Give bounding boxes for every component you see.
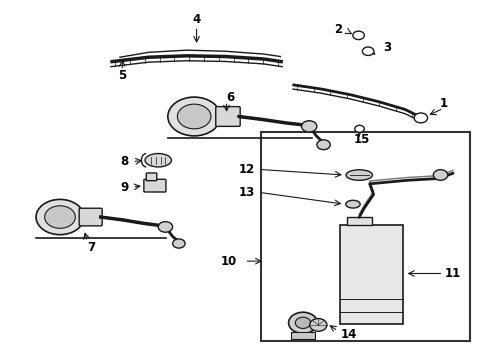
Text: 15: 15 xyxy=(353,133,369,146)
Circle shape xyxy=(36,199,84,235)
Circle shape xyxy=(432,170,447,180)
Text: 12: 12 xyxy=(238,163,255,176)
Text: 13: 13 xyxy=(238,186,255,199)
Bar xyxy=(290,332,314,339)
FancyBboxPatch shape xyxy=(215,107,240,126)
Circle shape xyxy=(354,125,364,132)
Bar xyxy=(261,132,469,341)
Circle shape xyxy=(309,319,326,331)
Text: 5: 5 xyxy=(118,69,126,82)
Circle shape xyxy=(362,47,373,55)
Circle shape xyxy=(44,206,75,228)
Text: 9: 9 xyxy=(121,181,128,194)
FancyBboxPatch shape xyxy=(79,208,102,226)
Circle shape xyxy=(295,317,310,328)
Text: 14: 14 xyxy=(340,328,356,341)
Circle shape xyxy=(177,104,210,129)
Text: 6: 6 xyxy=(225,91,234,104)
Circle shape xyxy=(301,121,316,132)
Text: 2: 2 xyxy=(334,23,342,36)
Circle shape xyxy=(288,312,317,333)
Circle shape xyxy=(158,222,172,232)
FancyBboxPatch shape xyxy=(143,179,165,192)
Text: 10: 10 xyxy=(221,255,237,267)
Circle shape xyxy=(316,140,329,150)
Ellipse shape xyxy=(346,170,372,180)
Text: 8: 8 xyxy=(121,155,128,168)
Circle shape xyxy=(172,239,184,248)
Bar xyxy=(340,225,402,324)
Text: 1: 1 xyxy=(438,97,447,110)
FancyBboxPatch shape xyxy=(146,173,157,181)
Circle shape xyxy=(167,97,220,136)
Text: 3: 3 xyxy=(383,41,390,54)
Circle shape xyxy=(352,31,364,40)
Text: 7: 7 xyxy=(87,240,95,253)
Ellipse shape xyxy=(145,153,171,167)
Circle shape xyxy=(413,113,427,123)
Text: 4: 4 xyxy=(192,13,200,26)
Text: 11: 11 xyxy=(444,267,460,280)
Ellipse shape xyxy=(345,200,360,208)
Bar xyxy=(346,217,371,225)
